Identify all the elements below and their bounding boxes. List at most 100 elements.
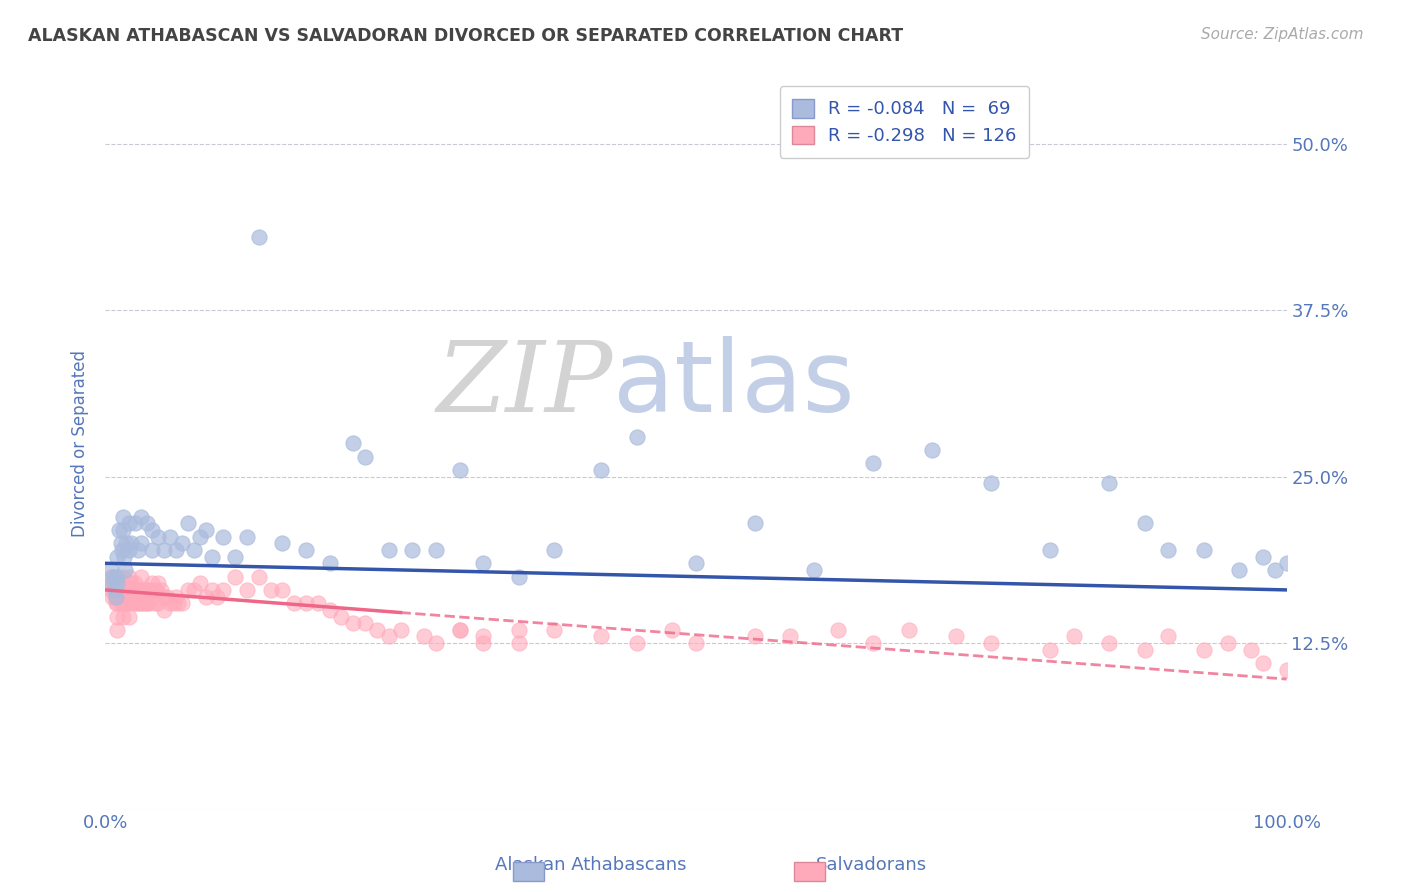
Point xyxy=(141,523,163,537)
Point xyxy=(145,582,167,597)
Point xyxy=(377,630,399,644)
Point xyxy=(104,576,127,591)
Point xyxy=(271,536,294,550)
Point xyxy=(1251,656,1274,670)
Point xyxy=(183,543,205,558)
Point xyxy=(118,569,141,583)
Point xyxy=(177,582,200,597)
Point xyxy=(1133,642,1156,657)
Point xyxy=(472,556,495,570)
Point xyxy=(342,616,364,631)
Point xyxy=(100,582,122,597)
Point xyxy=(118,582,141,597)
Point xyxy=(1098,636,1121,650)
Point xyxy=(141,576,163,591)
Point xyxy=(129,536,152,550)
Point xyxy=(153,590,176,604)
Point xyxy=(128,596,150,610)
Point xyxy=(1264,563,1286,577)
Point xyxy=(112,590,135,604)
Point xyxy=(803,563,825,577)
Point xyxy=(129,509,152,524)
Point xyxy=(134,582,156,597)
Point xyxy=(135,596,157,610)
Point xyxy=(508,569,530,583)
Point xyxy=(111,609,134,624)
Point xyxy=(377,543,399,558)
Point xyxy=(744,516,766,531)
Point xyxy=(413,630,436,644)
Point xyxy=(148,596,170,610)
Point xyxy=(117,582,139,597)
Point xyxy=(104,582,127,597)
Point xyxy=(591,463,613,477)
Point xyxy=(685,636,707,650)
Point xyxy=(591,630,613,644)
Point xyxy=(104,582,127,597)
Point xyxy=(118,543,141,558)
Point xyxy=(129,569,152,583)
Point xyxy=(156,590,179,604)
Point xyxy=(141,543,163,558)
Point xyxy=(138,596,160,610)
Point xyxy=(108,523,131,537)
Point xyxy=(247,569,270,583)
Point xyxy=(149,582,172,597)
Point xyxy=(135,582,157,597)
Point xyxy=(921,443,943,458)
Point xyxy=(120,590,142,604)
Point xyxy=(283,596,305,610)
Point xyxy=(105,623,128,637)
Point xyxy=(120,576,142,591)
Text: Source: ZipAtlas.com: Source: ZipAtlas.com xyxy=(1201,27,1364,42)
Point xyxy=(103,582,125,597)
Point xyxy=(115,582,138,597)
Point xyxy=(862,457,884,471)
Point xyxy=(945,630,967,644)
Point xyxy=(114,563,136,577)
Point xyxy=(111,582,134,597)
Point xyxy=(135,516,157,531)
Point xyxy=(194,590,217,604)
Point xyxy=(980,476,1002,491)
Point xyxy=(236,530,259,544)
Point xyxy=(188,576,211,591)
Point xyxy=(1192,543,1215,558)
Point xyxy=(159,530,181,544)
Text: ALASKAN ATHABASCAN VS SALVADORAN DIVORCED OR SEPARATED CORRELATION CHART: ALASKAN ATHABASCAN VS SALVADORAN DIVORCE… xyxy=(28,27,903,45)
Point xyxy=(1098,476,1121,491)
Point xyxy=(295,543,318,558)
Point xyxy=(122,596,145,610)
Point xyxy=(247,230,270,244)
Point xyxy=(200,582,222,597)
Point xyxy=(131,582,153,597)
Point xyxy=(200,549,222,564)
Point xyxy=(685,556,707,570)
Text: ZIP: ZIP xyxy=(437,337,613,433)
Point xyxy=(139,582,162,597)
Point xyxy=(163,596,186,610)
Point xyxy=(143,596,166,610)
Point xyxy=(100,569,122,583)
Point xyxy=(104,590,127,604)
Point xyxy=(148,530,170,544)
Point xyxy=(1227,563,1250,577)
Point xyxy=(159,596,181,610)
Point xyxy=(626,430,648,444)
Point xyxy=(118,609,141,624)
Point xyxy=(827,623,849,637)
Legend: R = -0.084   N =  69, R = -0.298   N = 126: R = -0.084 N = 69, R = -0.298 N = 126 xyxy=(780,87,1029,158)
Point xyxy=(354,450,377,464)
Point xyxy=(120,536,142,550)
Point xyxy=(112,576,135,591)
Point xyxy=(104,596,127,610)
Point xyxy=(136,582,159,597)
Point xyxy=(543,543,565,558)
Point xyxy=(425,636,447,650)
Point xyxy=(183,582,205,597)
Point xyxy=(224,569,246,583)
Point xyxy=(124,590,146,604)
Point xyxy=(124,516,146,531)
Point xyxy=(170,596,193,610)
Point xyxy=(105,576,128,591)
